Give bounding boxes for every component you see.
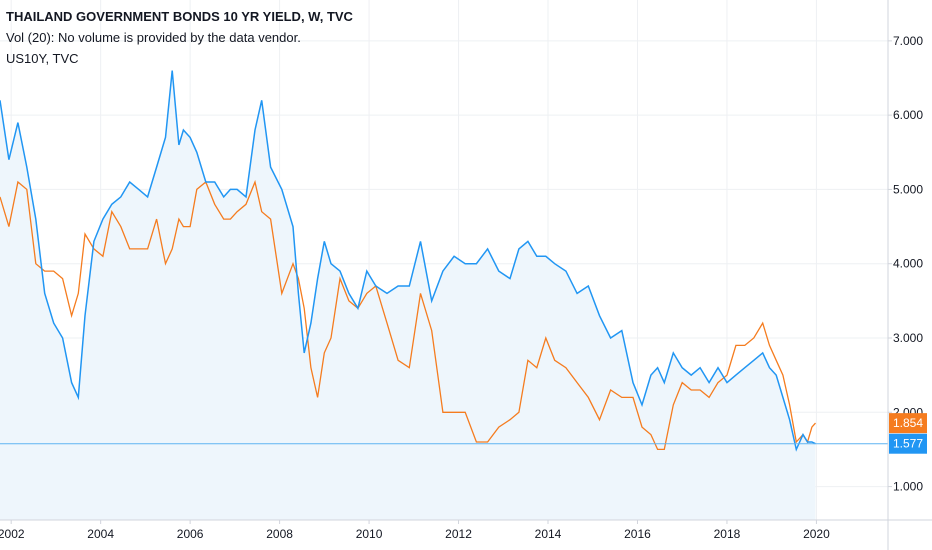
- us10y-series-line: [0, 179, 816, 451]
- thai-last-value-badge-bg: [889, 433, 927, 454]
- chart-legend: THAILAND GOVERNMENT BONDS 10 YR YIELD, W…: [6, 6, 353, 69]
- x-tick-label: 2016: [624, 527, 651, 541]
- y-tick-label: 7.000: [893, 34, 923, 48]
- time-axis[interactable]: 2002 2004 2006 2008 2010 2012 2014 2016 2018 2020: [0, 520, 830, 541]
- x-tick-label: 2008: [266, 527, 293, 541]
- x-tick-label: 2004: [87, 527, 114, 541]
- y-tick-label: 5.000: [893, 182, 923, 196]
- x-tick-label: 2018: [714, 527, 741, 541]
- y-tick-label: 6.000: [893, 108, 923, 122]
- x-tick-label: 2006: [177, 527, 204, 541]
- x-tick-label: 2002: [0, 527, 25, 541]
- y-tick-label: 1.000: [893, 480, 923, 494]
- x-tick-label: 2010: [356, 527, 383, 541]
- symbol-title[interactable]: THAILAND GOVERNMENT BONDS 10 YR YIELD, W…: [6, 9, 353, 24]
- thai-last-value-badge-label: 1.577: [893, 437, 923, 451]
- thai-yield-series-line: [0, 70, 816, 452]
- compare-symbol-label[interactable]: US10Y, TVC: [6, 51, 79, 66]
- last-value-badges: 1.854 1.577: [889, 413, 927, 454]
- x-tick-label: 2014: [535, 527, 562, 541]
- volume-indicator-label[interactable]: Vol (20): No volume is provided by the d…: [6, 30, 301, 45]
- y-tick-label: 3.000: [893, 331, 923, 345]
- us10y-last-value-badge-label: 1.854: [893, 416, 923, 430]
- thai-yield-area-fill: [0, 70, 816, 520]
- x-tick-label: 2020: [803, 527, 830, 541]
- us10y-last-value-badge-bg: [889, 413, 927, 434]
- y-tick-label: 4.000: [893, 257, 923, 271]
- x-tick-label: 2012: [445, 527, 472, 541]
